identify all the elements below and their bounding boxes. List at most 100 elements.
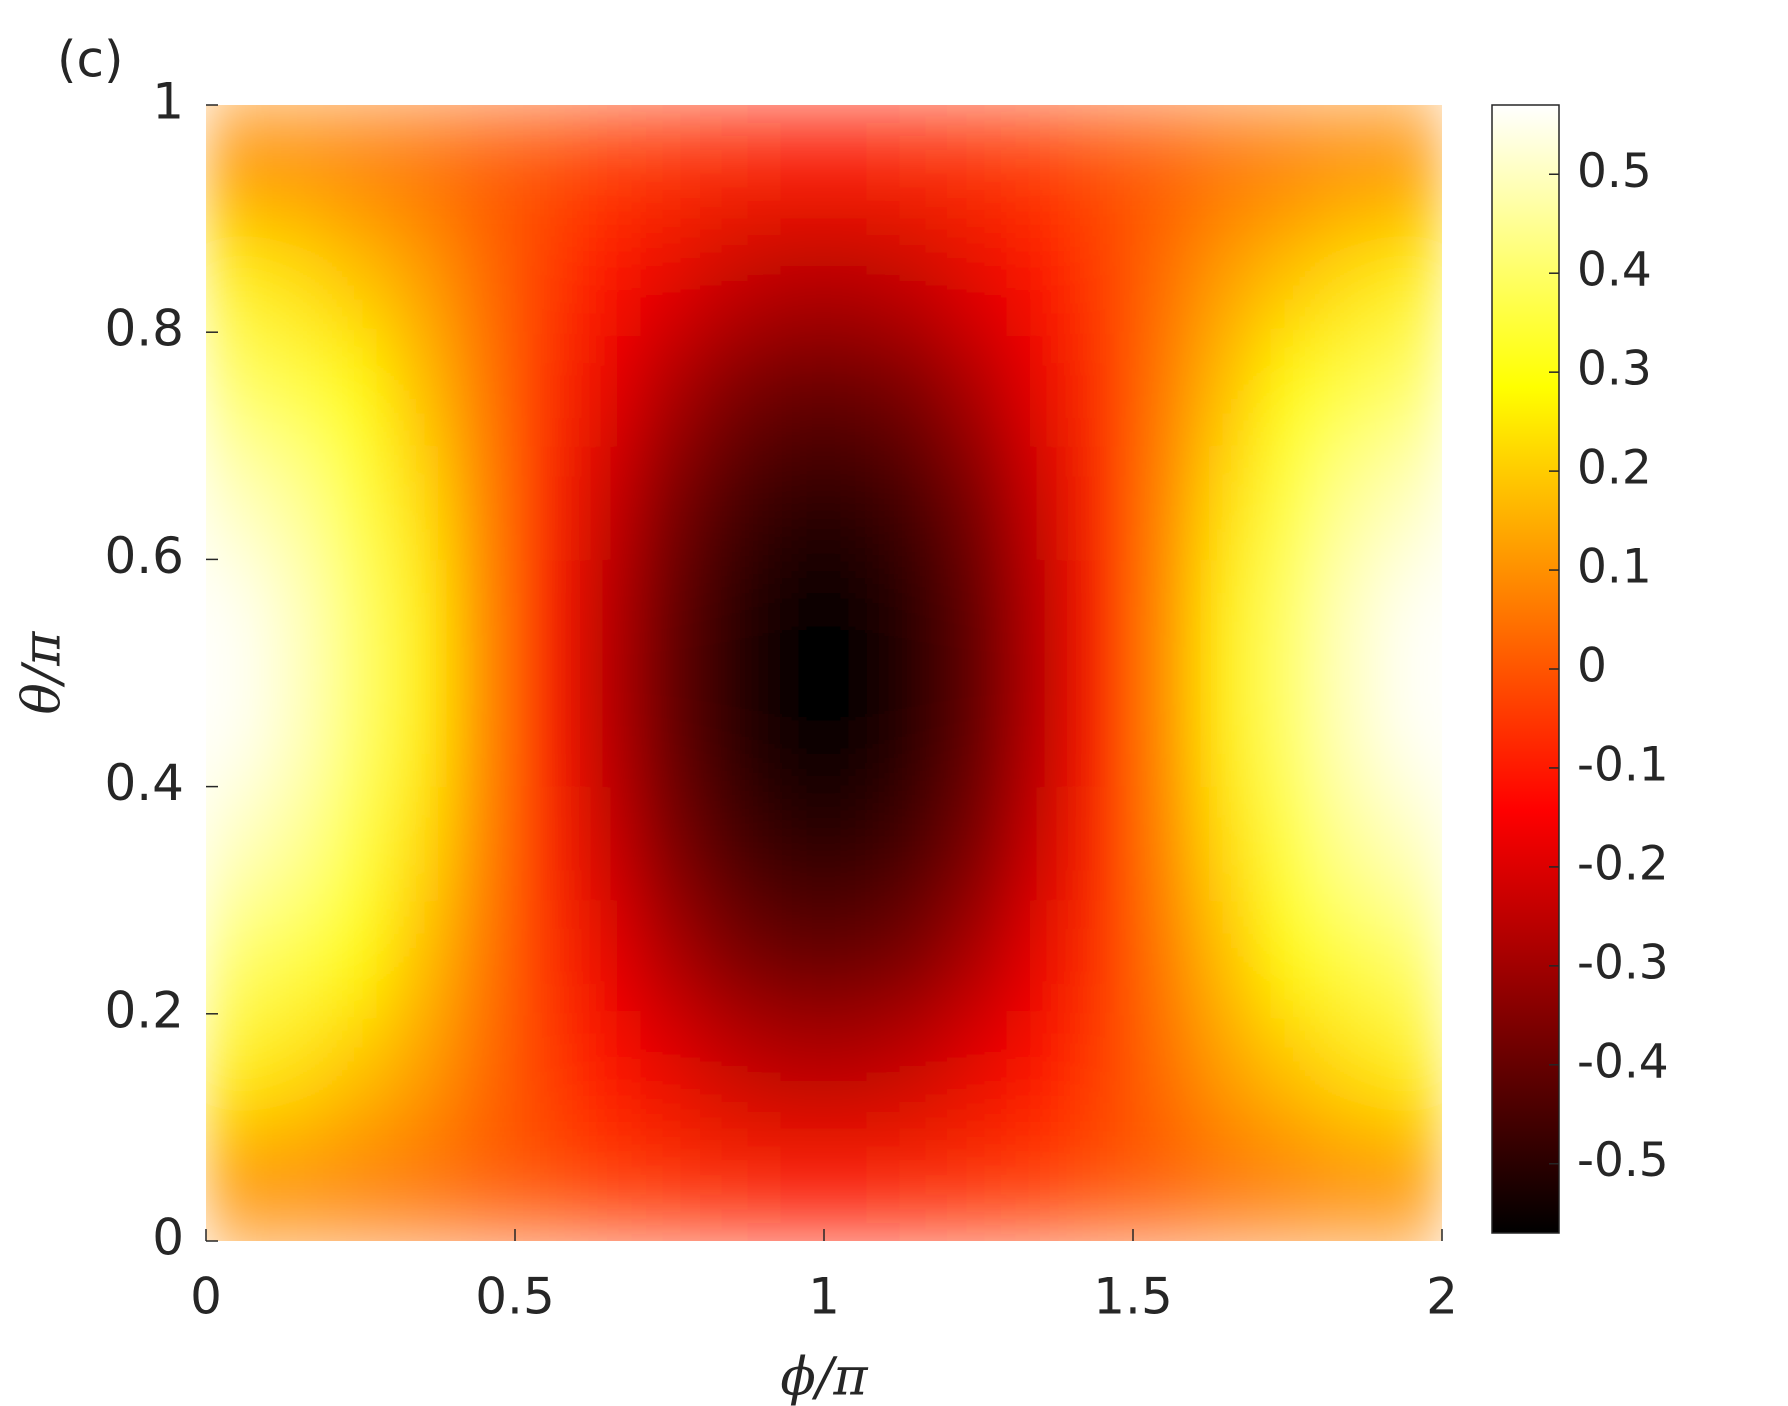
cell	[1008, 445, 1072, 560]
cell	[1317, 558, 1381, 674]
cell	[885, 786, 949, 901]
cell	[947, 786, 1010, 901]
cell	[638, 1013, 701, 1128]
x-axis-label: ϕ/π	[780, 1348, 868, 1406]
cell	[1194, 218, 1258, 333]
cell	[1132, 105, 1196, 220]
y-tick-label: 0.4	[104, 754, 184, 812]
colorbar-tick-label: 0	[1577, 639, 1607, 694]
cell	[699, 899, 763, 1015]
cell	[390, 558, 454, 674]
cell	[761, 218, 825, 333]
cell	[699, 445, 763, 560]
cell	[1070, 105, 1134, 220]
x-tick-label: 1	[808, 1268, 840, 1326]
cell	[576, 105, 640, 220]
cell	[947, 218, 1010, 333]
cell	[514, 1013, 578, 1128]
cell	[1317, 786, 1381, 901]
cell	[885, 672, 949, 788]
y-tick-label: 0.2	[104, 981, 184, 1039]
cell	[1008, 105, 1072, 220]
cell	[1008, 672, 1072, 788]
cell	[1379, 558, 1442, 674]
cell	[329, 445, 392, 560]
colorbar	[1491, 104, 1560, 1234]
cell	[267, 1013, 331, 1128]
cell	[1379, 786, 1442, 901]
cell	[452, 445, 516, 560]
cell	[1194, 672, 1258, 788]
cell	[947, 445, 1010, 560]
cell	[514, 331, 578, 447]
cell	[267, 1126, 331, 1241]
cell	[514, 218, 578, 333]
cell	[1194, 899, 1258, 1015]
cell	[1379, 445, 1442, 560]
cell	[452, 1126, 516, 1241]
cell	[206, 786, 269, 901]
cell	[1132, 445, 1196, 560]
cell	[1070, 786, 1134, 901]
colorbar-tick-label: 0.4	[1577, 243, 1652, 298]
cell	[823, 1013, 887, 1128]
cell	[1194, 331, 1258, 447]
cell	[947, 672, 1010, 788]
cell	[390, 445, 454, 560]
cell	[390, 786, 454, 901]
cell	[1256, 899, 1319, 1015]
cell	[514, 445, 578, 560]
cell	[947, 1013, 1010, 1128]
colorbar-tick-label: -0.5	[1577, 1133, 1669, 1188]
cell	[1070, 445, 1134, 560]
x-tick-label: 2	[1426, 1268, 1458, 1326]
colorbar-tick-label: 0.2	[1577, 441, 1652, 496]
y-tick-label: 0.6	[104, 527, 184, 585]
cell	[1194, 105, 1258, 220]
cell	[1070, 331, 1134, 447]
cell	[885, 105, 949, 220]
cell	[699, 786, 763, 901]
cell	[638, 558, 701, 674]
cell	[576, 331, 640, 447]
cell	[576, 1126, 640, 1241]
cell	[1132, 672, 1196, 788]
cell	[638, 786, 701, 901]
y-tick-label: 1	[152, 73, 184, 131]
cell	[1379, 218, 1442, 333]
cell	[947, 1126, 1010, 1241]
cell	[1070, 218, 1134, 333]
cell	[206, 218, 269, 333]
cell	[1132, 558, 1196, 674]
cell	[761, 899, 825, 1015]
cell	[885, 218, 949, 333]
cell	[699, 105, 763, 220]
cell	[576, 445, 640, 560]
cell	[1317, 105, 1381, 220]
cell	[206, 331, 269, 447]
cell	[514, 899, 578, 1015]
cell	[1008, 899, 1072, 1015]
x-tick-label: 1.5	[1093, 1268, 1173, 1326]
cell	[823, 558, 887, 674]
heatmap	[206, 105, 1442, 1241]
cell	[329, 105, 392, 220]
cell	[1070, 1126, 1134, 1241]
cell	[1317, 899, 1381, 1015]
cell	[1379, 105, 1442, 220]
cell	[823, 218, 887, 333]
cell	[452, 105, 516, 220]
colorbar-tick-label: -0.1	[1577, 737, 1669, 792]
cell	[885, 1013, 949, 1128]
cell	[1256, 672, 1319, 788]
cell	[1070, 899, 1134, 1015]
x-tick-label: 0.5	[475, 1268, 555, 1326]
cell	[390, 1126, 454, 1241]
cell	[329, 786, 392, 901]
cell	[699, 331, 763, 447]
cell	[638, 105, 701, 220]
cell	[1194, 1126, 1258, 1241]
colorbar-tick-label: 0.1	[1577, 540, 1652, 595]
cell	[206, 445, 269, 560]
cell	[1132, 218, 1196, 333]
